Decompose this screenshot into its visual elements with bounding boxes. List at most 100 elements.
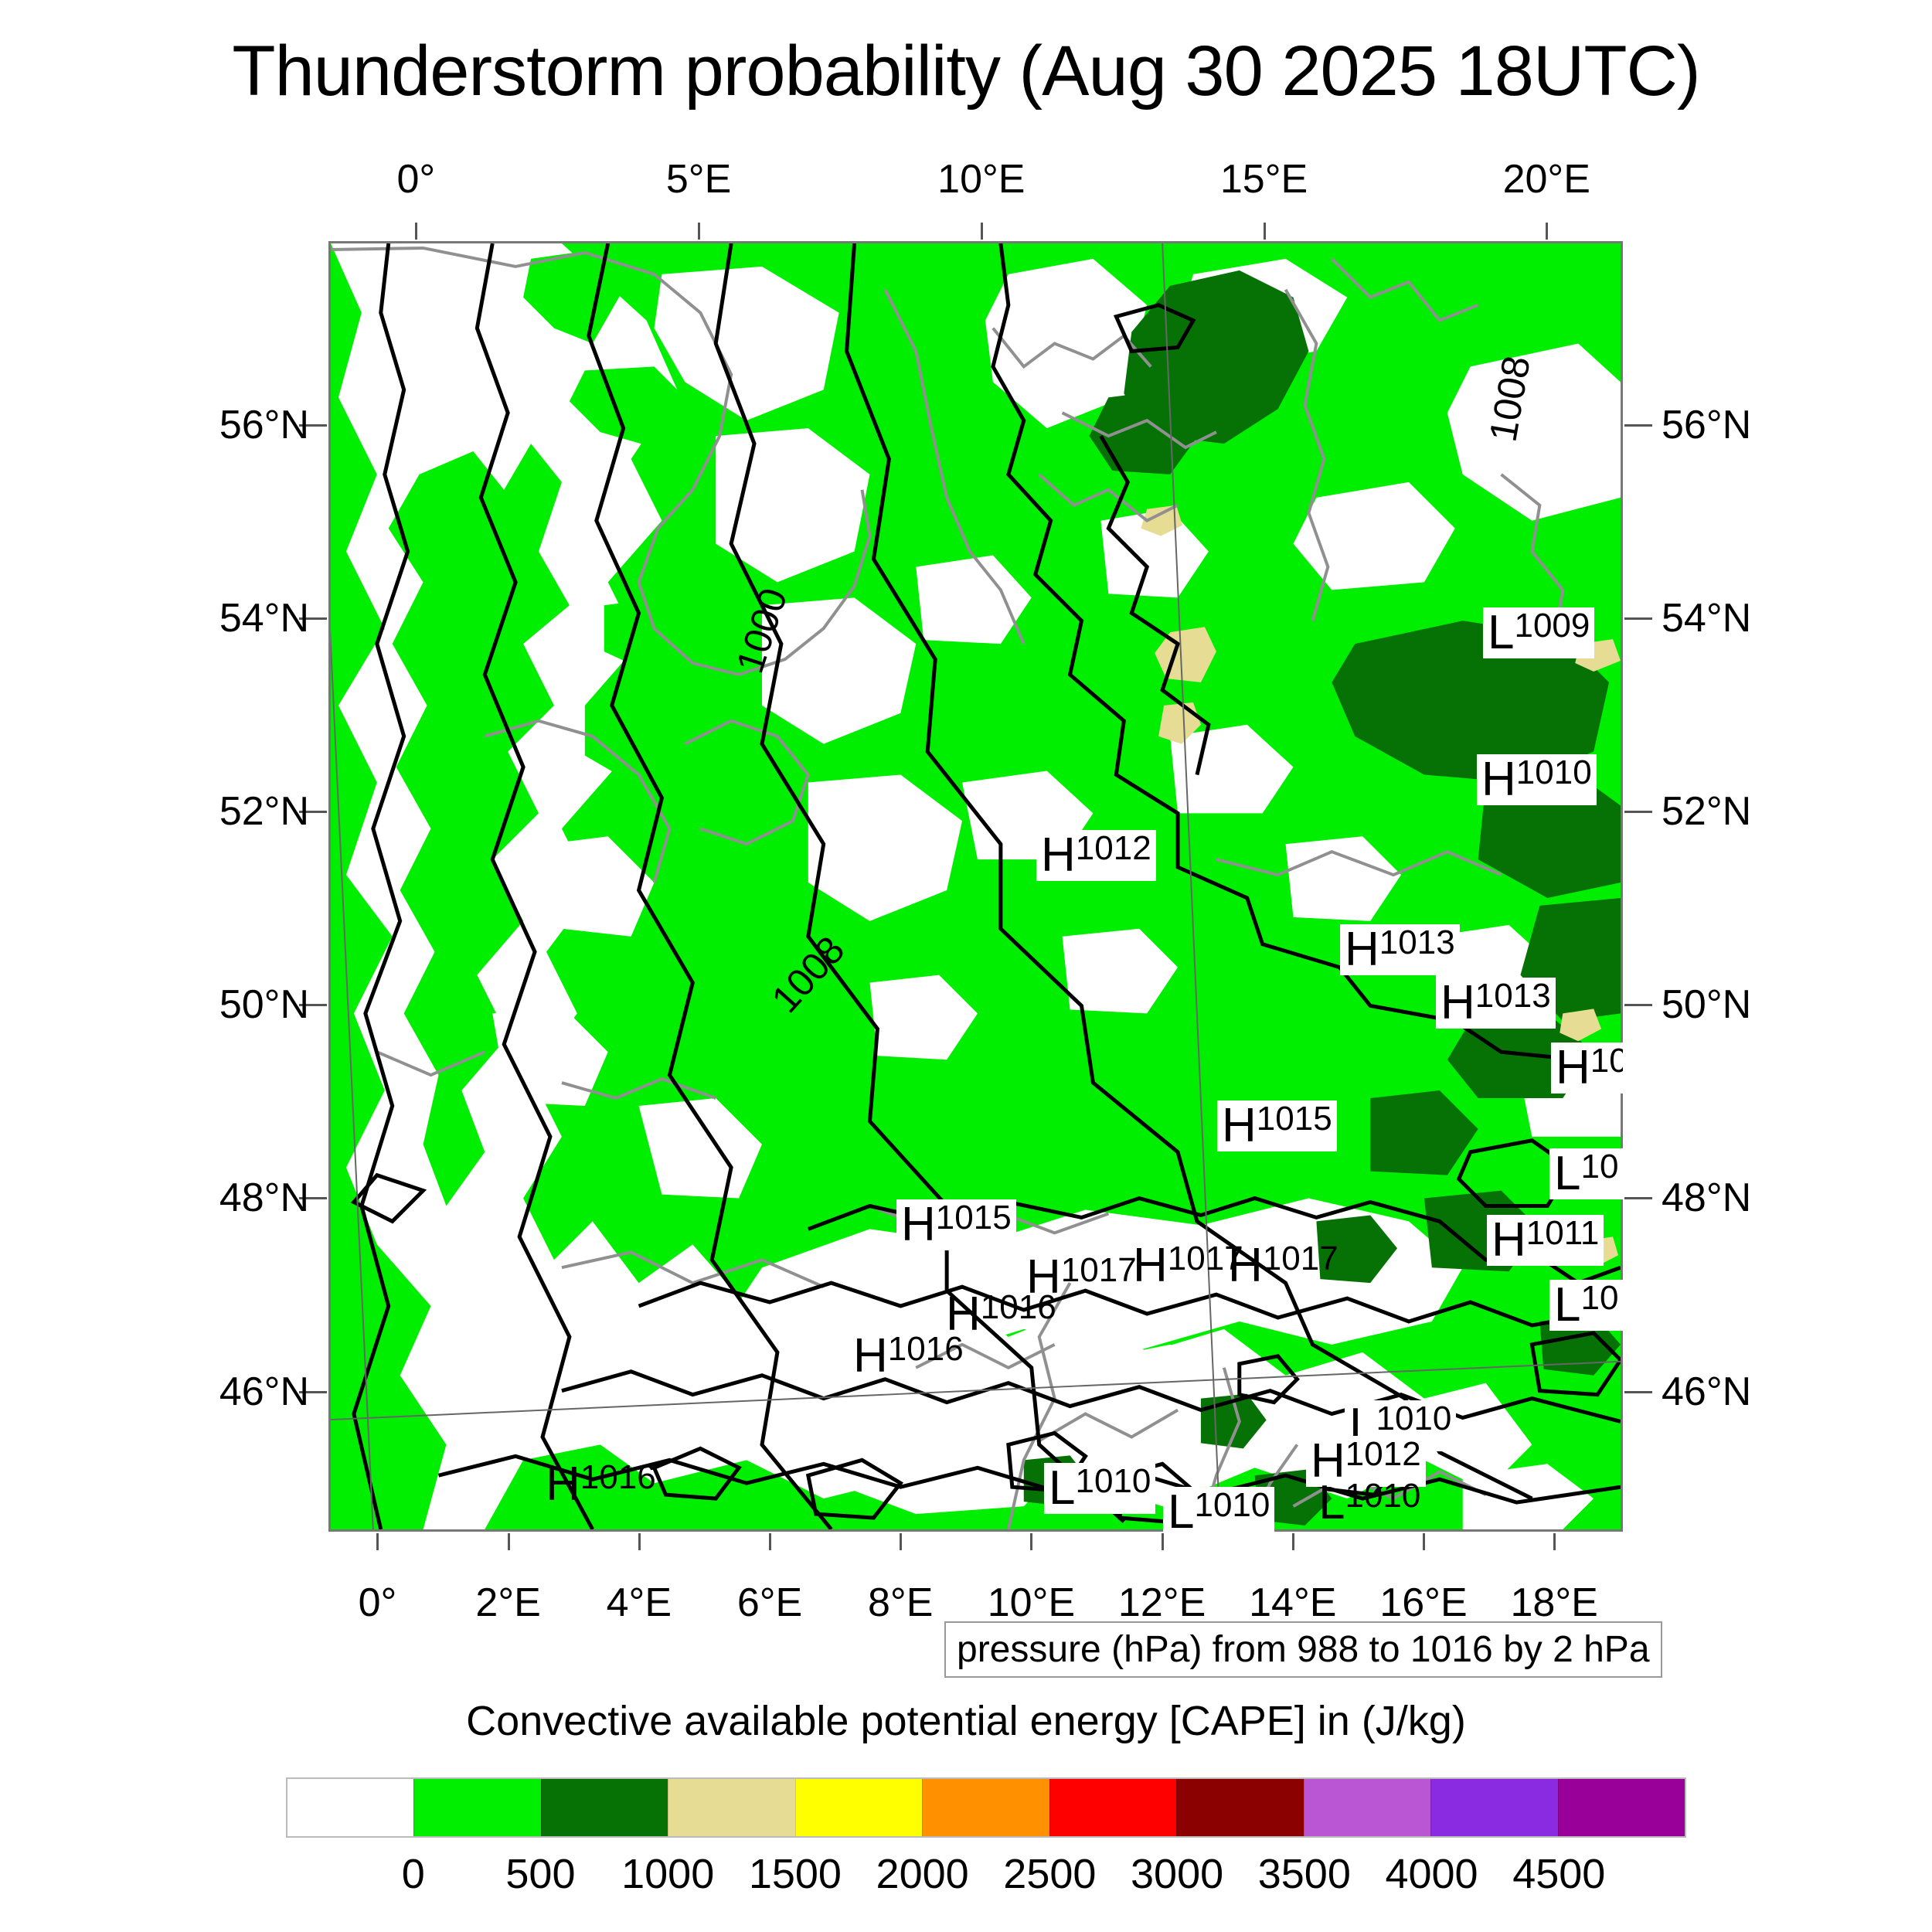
colorbar-tick-label: 2000 xyxy=(876,1851,969,1897)
colorbar-segment[interactable] xyxy=(1303,1779,1431,1836)
pressure-center-h-label: H1017 xyxy=(1128,1240,1248,1291)
lon-label-bottom: 10°E xyxy=(987,1580,1076,1625)
pressure-center-value: 1017 xyxy=(1060,1251,1137,1289)
tick-mark xyxy=(1624,423,1652,427)
tick-mark xyxy=(698,223,701,240)
colorbar-segment[interactable] xyxy=(1176,1779,1304,1836)
pressure-center-value: 1012 xyxy=(1345,1435,1421,1473)
lat-label-left: 54°N xyxy=(219,595,309,641)
pressure-center-h-label: H1013 xyxy=(1340,924,1460,975)
colorbar-segment[interactable] xyxy=(1430,1779,1558,1836)
pressure-center-h-label: H1017 xyxy=(1223,1240,1343,1291)
colorbar-segment[interactable] xyxy=(540,1779,668,1836)
pressure-center-type: H xyxy=(1492,1213,1526,1267)
pressure-caption: pressure (hPa) from 988 to 1016 by 2 hPa xyxy=(944,1621,1662,1678)
pressure-center-type: H xyxy=(901,1198,936,1251)
isobar-label: 1008 xyxy=(763,927,853,1022)
pressure-center-l-label: L10 xyxy=(1549,1148,1623,1199)
colorbar-tick-label: 0 xyxy=(401,1851,425,1897)
tick-mark xyxy=(1624,617,1652,620)
colorbar-tick-label: 3000 xyxy=(1131,1851,1224,1897)
pressure-center-type: L xyxy=(1168,1485,1195,1532)
lon-label-bottom: 6°E xyxy=(736,1580,803,1625)
isobar-value-labels: 1000 1008 1008 xyxy=(328,241,1623,1532)
isobar-label: 1008 xyxy=(1481,352,1539,445)
colorbar-segment[interactable] xyxy=(413,1779,541,1836)
tick-mark xyxy=(299,811,327,814)
tick-mark xyxy=(1263,223,1266,240)
pressure-center-value: 1015 xyxy=(1256,1100,1332,1138)
lon-label-bottom: 2°E xyxy=(475,1580,541,1625)
map-canvas xyxy=(331,243,1621,1529)
tick-mark xyxy=(299,1004,327,1007)
pressure-center-type: H xyxy=(853,1329,888,1383)
lon-label-bottom: 4°E xyxy=(606,1580,672,1625)
colorbar-segment[interactable] xyxy=(794,1779,923,1836)
lon-label-bottom: 0° xyxy=(358,1580,397,1625)
pressure-center-type: L xyxy=(1318,1476,1345,1529)
isobar-label: 1000 xyxy=(727,583,796,679)
pressure-center-value: 1010 xyxy=(1075,1462,1151,1500)
colorbar-tick-label: 4000 xyxy=(1385,1851,1478,1897)
tick-mark xyxy=(299,1197,327,1200)
tick-mark xyxy=(1553,1533,1556,1550)
lat-label-right: 54°N xyxy=(1662,595,1752,641)
lon-label-top: 20°E xyxy=(1502,157,1590,202)
pressure-center-l-label: L1010 xyxy=(1314,1478,1425,1529)
colorbar-segment[interactable] xyxy=(922,1779,1049,1836)
pressure-center-value: 1015 xyxy=(935,1199,1012,1236)
pressure-center-value: 10 xyxy=(1590,1042,1623,1080)
lat-label-right: 46°N xyxy=(1662,1369,1752,1414)
lat-label-left: 46°N xyxy=(219,1369,309,1414)
lat-label-right: 56°N xyxy=(1662,402,1752,447)
pressure-center-l-label: L1010 xyxy=(1163,1485,1275,1532)
colorbar-tick-label: 1000 xyxy=(621,1851,715,1897)
tick-mark xyxy=(1624,1390,1652,1393)
lat-label-left: 56°N xyxy=(219,402,309,447)
pressure-center-type: H xyxy=(1311,1434,1345,1488)
pressure-center-value: 1013 xyxy=(1379,923,1455,961)
map-panel[interactable] xyxy=(328,241,1623,1532)
tick-mark xyxy=(769,1533,772,1550)
pressure-center-value: 1011 xyxy=(1526,1214,1600,1252)
pressure-center-l-label: L1009 xyxy=(1483,606,1595,659)
pressure-center-type: H xyxy=(1440,976,1475,1029)
pressure-center-type: H xyxy=(1133,1239,1168,1292)
tick-mark xyxy=(638,1533,641,1550)
tick-mark xyxy=(1291,1533,1294,1550)
lat-label-right: 50°N xyxy=(1662,982,1752,1028)
lon-label-bottom: 14°E xyxy=(1249,1580,1337,1625)
pressure-center-type: L xyxy=(1049,1461,1076,1515)
tick-mark xyxy=(299,423,327,427)
pressure-center-type: H xyxy=(1556,1041,1590,1094)
colorbar-segment[interactable] xyxy=(1557,1779,1685,1836)
colorbar-segment[interactable] xyxy=(287,1779,414,1836)
pressure-center-value: 1016 xyxy=(887,1330,964,1368)
pressure-center-type: L xyxy=(1488,606,1515,659)
tick-mark xyxy=(1422,1533,1425,1550)
pressure-center-value: 1017 xyxy=(1167,1240,1243,1277)
graticule-layer xyxy=(331,243,1621,1529)
pressure-center-h-label: H1013 xyxy=(1436,978,1556,1029)
cape-colorbar[interactable] xyxy=(286,1777,1686,1838)
pressure-center-type: H xyxy=(1222,1099,1257,1152)
pressure-center-value: 1017 xyxy=(1262,1240,1338,1277)
pressure-center-h-label: H1012 xyxy=(1036,830,1156,881)
pressure-center-value: 1012 xyxy=(1075,829,1151,867)
pressure-center-l-label: L1010 xyxy=(1044,1461,1156,1515)
lat-label-right: 48°N xyxy=(1662,1175,1752,1221)
pressure-center-value: 10 xyxy=(1580,1279,1619,1317)
tick-mark xyxy=(900,1533,903,1550)
colorbar-segment[interactable] xyxy=(668,1779,795,1836)
tick-mark xyxy=(1161,1533,1164,1550)
colorbar-segment[interactable] xyxy=(1049,1779,1177,1836)
tick-mark xyxy=(507,1533,510,1550)
lat-label-left: 48°N xyxy=(219,1175,309,1221)
pressure-center-h-label: H1011 xyxy=(1487,1215,1604,1266)
lon-label-bottom: 12°E xyxy=(1117,1580,1206,1625)
pressure-center-value: 1010 xyxy=(1376,1400,1452,1437)
lon-label-bottom: 18°E xyxy=(1510,1580,1598,1625)
pressure-center-h-label: H1012 xyxy=(1306,1436,1426,1487)
lat-label-right: 52°N xyxy=(1662,789,1752,835)
colorbar-title: Convective available potential energy [C… xyxy=(466,1698,1466,1744)
